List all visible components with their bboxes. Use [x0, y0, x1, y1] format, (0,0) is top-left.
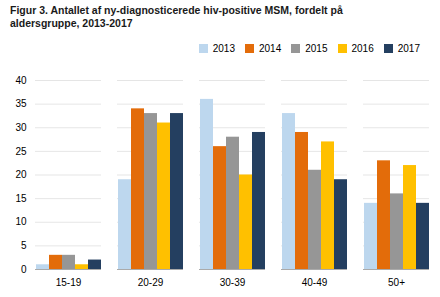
- svg-text:30-39: 30-39: [220, 277, 246, 288]
- svg-text:25: 25: [15, 146, 27, 157]
- html-text:2014: 2014: [259, 43, 282, 54]
- svg-text:15: 15: [15, 193, 27, 204]
- html-text:Figur 3. Antallet af ny-diagno: Figur 3. Antallet af ny-diagnosticerede …: [10, 4, 343, 29]
- svg-text:35: 35: [15, 98, 27, 109]
- html-text:2015: 2015: [305, 43, 328, 54]
- svg-text:15-19: 15-19: [56, 277, 82, 288]
- svg-text:10: 10: [15, 216, 27, 227]
- html-text:2013: 2013: [212, 43, 235, 54]
- svg-text:50+: 50+: [388, 277, 405, 288]
- svg-text:40-49: 40-49: [302, 277, 328, 288]
- svg-text:20-29: 20-29: [138, 277, 164, 288]
- svg-text:5: 5: [21, 240, 27, 251]
- html-text:2016: 2016: [351, 43, 374, 54]
- svg-text:30: 30: [15, 122, 27, 133]
- svg-text:20: 20: [15, 169, 27, 180]
- svg-text:40: 40: [15, 75, 27, 86]
- html-text:2017: 2017: [397, 43, 420, 54]
- svg-text:0: 0: [21, 264, 27, 275]
